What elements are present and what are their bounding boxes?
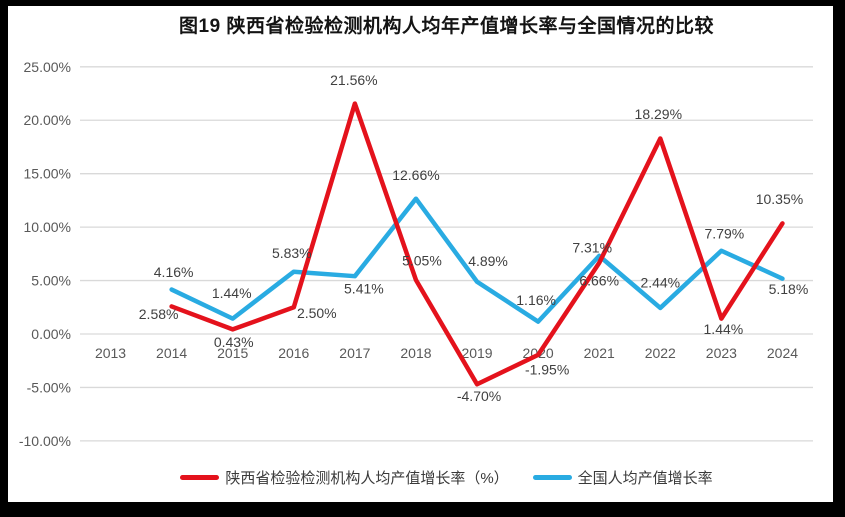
- y-axis-tick-label: 25.00%: [24, 59, 71, 75]
- legend-item-national: 全国人均产值增长率: [532, 467, 713, 488]
- x-axis-tick-label: 2014: [156, 345, 187, 361]
- data-label-national: 1.44%: [212, 285, 252, 301]
- legend-line-swatch-red: [180, 474, 220, 480]
- y-axis-tick-label: -5.00%: [27, 379, 71, 395]
- data-label-shaanxi: 18.29%: [635, 106, 682, 122]
- y-axis-tick-label: 5.00%: [31, 273, 71, 289]
- chart-title: 图19 陕西省检验检测机构人均年产值增长率与全国情况的比较: [179, 16, 714, 37]
- y-axis-tick-label: 15.00%: [24, 166, 71, 182]
- x-axis-tick-label: 2023: [706, 345, 737, 361]
- legend-label-shaanxi: 陕西省检验检测机构人均产值增长率（%）: [225, 469, 509, 487]
- data-label-national: 4.89%: [468, 253, 508, 269]
- x-axis-tick-label: 2021: [584, 345, 615, 361]
- x-axis-tick-label: 2018: [400, 345, 431, 361]
- legend-item-shaanxi: 陕西省检验检测机构人均产值增长率（%）: [180, 467, 509, 488]
- x-axis-tick-label: 2019: [461, 345, 492, 361]
- y-axis-tick-label: 10.00%: [24, 219, 71, 235]
- series-line-national: [169, 196, 785, 324]
- data-label-national: 1.16%: [516, 292, 556, 308]
- x-axis-tick-label: 2015: [217, 345, 248, 361]
- x-axis-tick-label: 2022: [645, 345, 676, 361]
- chart-canvas: [8, 6, 833, 502]
- data-label-national: 5.41%: [344, 281, 384, 297]
- data-label-national: 7.31%: [572, 239, 612, 255]
- legend: 陕西省检验检测机构人均产值增长率（%） 全国人均产值增长率: [80, 465, 813, 489]
- data-label-shaanxi: 10.35%: [756, 191, 803, 207]
- data-label-national: 5.18%: [769, 281, 809, 297]
- data-label-national: 7.79%: [705, 225, 745, 241]
- x-axis-tick-label: 2013: [95, 345, 126, 361]
- data-label-shaanxi: 0.43%: [214, 334, 254, 350]
- data-label-shaanxi: -4.70%: [457, 388, 501, 404]
- series-line-shaanxi: [169, 101, 785, 387]
- data-label-shaanxi: 2.58%: [139, 306, 179, 322]
- data-label-national: 4.16%: [154, 264, 194, 280]
- y-axis-tick-label: 20.00%: [24, 112, 71, 128]
- data-label-shaanxi: 2.50%: [297, 305, 337, 321]
- data-label-shaanxi: 21.56%: [330, 72, 377, 88]
- data-label-national: 12.66%: [392, 167, 439, 183]
- data-label-shaanxi: -1.95%: [525, 361, 569, 377]
- y-axis-tick-label: -10.00%: [19, 433, 71, 449]
- data-label-national: 2.44%: [640, 274, 680, 290]
- x-axis-tick-label: 2016: [278, 345, 309, 361]
- x-axis-tick-label: 2017: [339, 345, 370, 361]
- data-label-national: 5.83%: [272, 245, 312, 261]
- data-label-shaanxi: 5.05%: [402, 253, 442, 269]
- x-axis-tick-label: 2024: [767, 345, 798, 361]
- data-label-shaanxi: 1.44%: [704, 321, 744, 337]
- legend-label-national: 全国人均产值增长率: [577, 469, 713, 487]
- data-label-shaanxi: 6.66%: [579, 272, 619, 288]
- y-axis-tick-label: 0.00%: [31, 326, 71, 342]
- legend-line-swatch-blue: [532, 474, 572, 480]
